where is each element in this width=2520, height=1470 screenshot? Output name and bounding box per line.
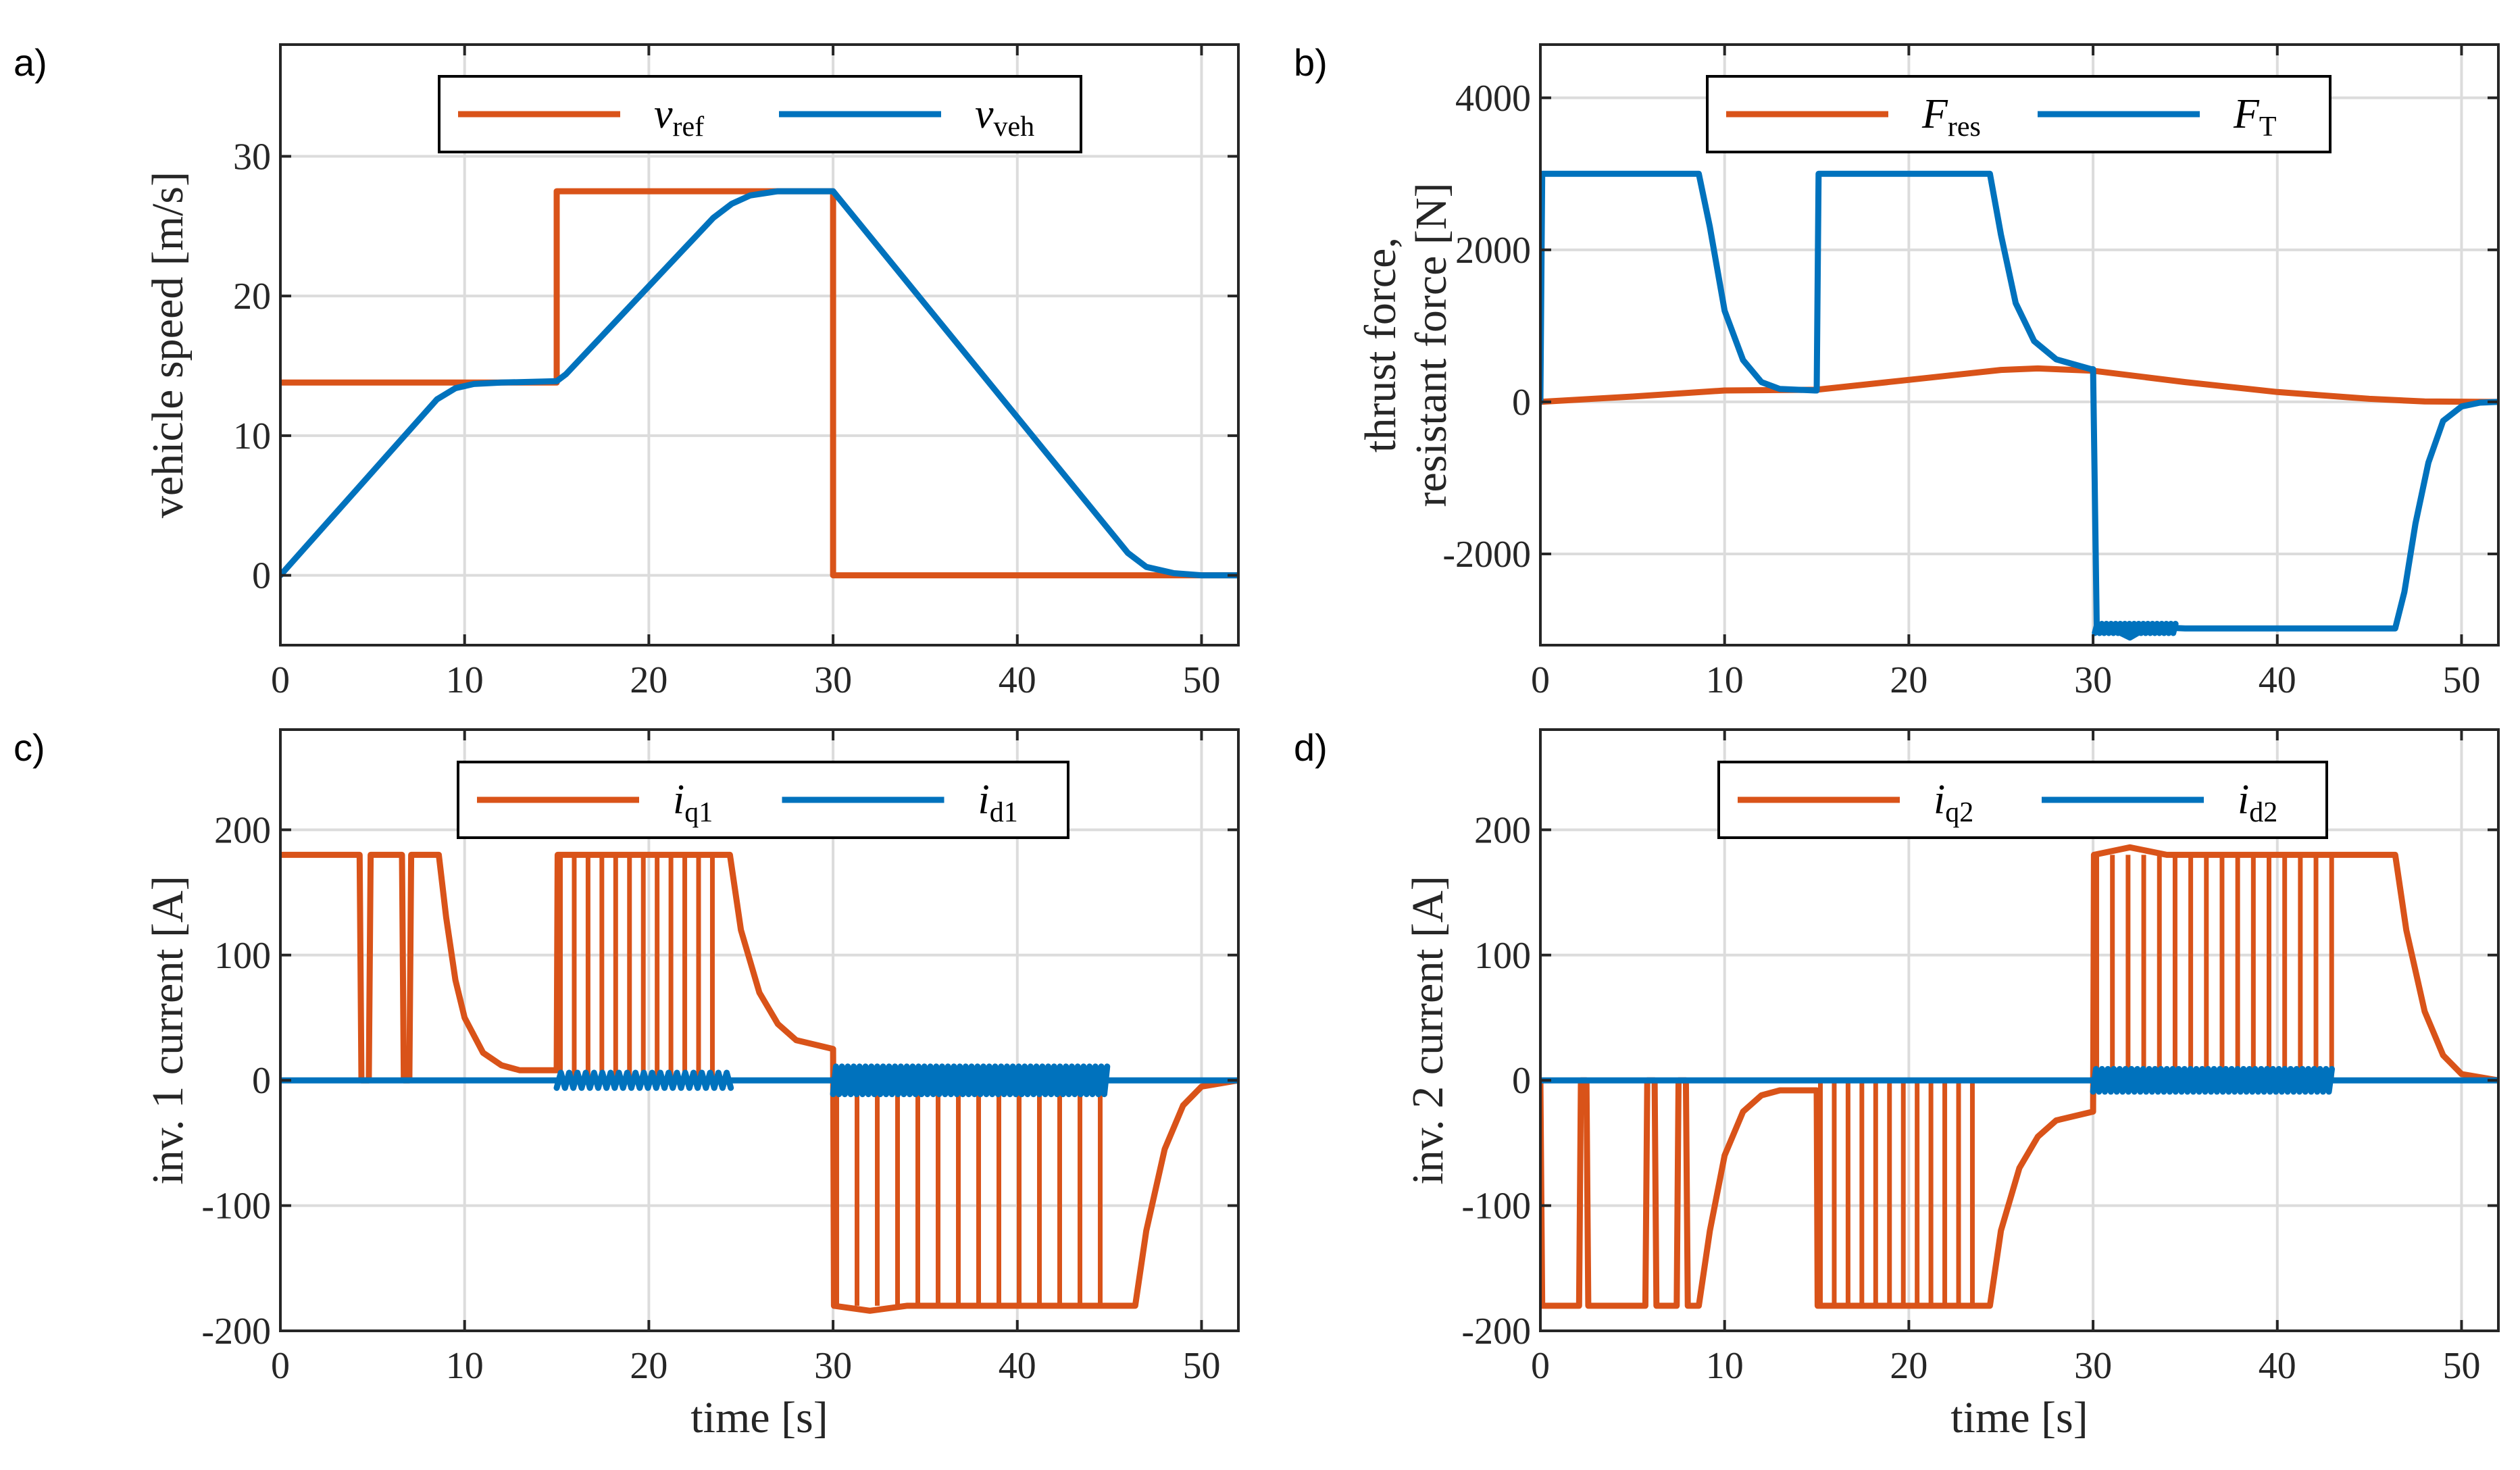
panel-a: a) 0 10 20 30 40 50 0 10 20 30 vehicle speed [m/s] v… [14, 41, 1240, 701]
y-axis-label: inv. 2 current [A] [1403, 876, 1453, 1185]
ripple-trace [830, 1063, 1111, 1098]
y-tick-label: -100 [201, 1186, 271, 1227]
y-tick-label: 4000 [1455, 78, 1531, 120]
series-line-i-q2 [1540, 844, 2498, 1309]
plot-area [280, 851, 1238, 1314]
x-tick-label: 0 [271, 1345, 290, 1387]
x-tick-label: 0 [271, 659, 290, 701]
panel-letter: b) [1294, 41, 1328, 84]
x-tick-label: 30 [814, 659, 852, 701]
panel-d: d) 0 10 20 30 40 50 -200 -100 0 100 200 inv. 2 curre… [1294, 726, 2500, 1442]
x-tick-label: 10 [1706, 659, 1744, 701]
y-tick-label: -2000 [1442, 534, 1531, 576]
legend: iq2 id2 [1717, 761, 2328, 839]
y-tick-label: 2000 [1455, 230, 1531, 272]
legend-entry-sub: q1 [684, 797, 713, 828]
y-tick-label: 100 [1474, 935, 1531, 977]
ripple-trace [2092, 621, 2179, 636]
series-line-F-T [1540, 170, 2498, 641]
panel-b: b) 0 10 20 30 40 50 -2000 0 2000 4000 thrust force,… [1294, 41, 2500, 701]
panel-letter: d) [1294, 726, 1328, 769]
x-axis-label: time [s] [690, 1393, 828, 1442]
y-axis-label: vehicle speed [m/s] [143, 172, 193, 518]
y-tick-label: 10 [233, 415, 271, 457]
x-tick-label: 30 [814, 1345, 852, 1387]
x-tick-label: 30 [2074, 659, 2112, 701]
x-tick-label: 10 [446, 1345, 484, 1387]
axes-frame [1539, 728, 2500, 1332]
x-tick-label: 40 [2259, 659, 2296, 701]
x-tick-label: 50 [2442, 1345, 2480, 1387]
x-tick-label: 20 [630, 659, 667, 701]
y-axis-label: thrust force, [1356, 237, 1405, 453]
x-tick-label: 40 [2259, 1345, 2296, 1387]
plot-area [280, 188, 1238, 579]
panel-c: c) 0 10 20 30 40 50 -200 -100 0 100 200 inv. 1 curre… [14, 726, 1240, 1442]
axes-frame [1539, 43, 2500, 647]
x-tick-label: 20 [1890, 659, 1927, 701]
legend-entry-sub: q2 [1945, 797, 1973, 828]
series-line-v-ref [280, 188, 1238, 579]
legend-entry-sub: d1 [990, 797, 1018, 828]
x-tick-label: 20 [630, 1345, 667, 1387]
y-tick-label: 100 [214, 935, 271, 977]
y-tick-label: 200 [1474, 809, 1531, 851]
x-axis-label: time [s] [1950, 1393, 2088, 1442]
plot-area [1540, 170, 2498, 641]
x-tick-label: 30 [2074, 1345, 2112, 1387]
legend: Fres FT [1706, 75, 2332, 153]
y-axis-label-line2: resistant force [N] [1407, 182, 1456, 507]
ripple-trace [2090, 1066, 2335, 1095]
y-tick-label: 30 [233, 136, 271, 178]
y-tick-label: -100 [1461, 1186, 1531, 1227]
x-tick-label: 50 [2442, 659, 2480, 701]
panel-letter: c) [14, 726, 45, 769]
plot-area [1540, 844, 2498, 1309]
legend: iq1 id1 [457, 761, 1069, 839]
legend-entry-res: Fres [1921, 91, 1981, 143]
series-line-v-veh [280, 188, 1238, 579]
y-tick-label: 20 [233, 276, 271, 318]
axes-frame [279, 43, 1240, 647]
panel-letter: a) [14, 41, 47, 84]
x-tick-label: 50 [1182, 659, 1220, 701]
legend-entry-sub: res [1948, 111, 1981, 143]
x-tick-label: 0 [1531, 1345, 1550, 1387]
legend-entry-sub: ref [673, 111, 705, 143]
y-tick-label: -200 [1461, 1311, 1531, 1352]
x-tick-label: 50 [1182, 1345, 1220, 1387]
legend-entry-sub: veh [994, 111, 1035, 143]
x-tick-label: 10 [1706, 1345, 1744, 1387]
legend-entry-sub: d2 [2249, 797, 2277, 828]
x-tick-label: 10 [446, 659, 484, 701]
x-tick-label: 40 [999, 659, 1036, 701]
y-tick-label: -200 [201, 1311, 271, 1352]
x-tick-label: 0 [1531, 659, 1550, 701]
y-tick-label: 0 [252, 555, 271, 597]
legend-entry-sub: T [2259, 111, 2277, 143]
y-tick-label: 0 [252, 1060, 271, 1102]
y-tick-label: 0 [1512, 1060, 1531, 1102]
ripple-trace [553, 1069, 734, 1091]
y-tick-label: 200 [214, 809, 271, 851]
y-axis-label: inv. 1 current [A] [143, 876, 193, 1185]
x-tick-label: 40 [999, 1345, 1036, 1387]
axes-frame [279, 728, 1240, 1332]
y-tick-label: 0 [1512, 382, 1531, 424]
series-line-F-res [1540, 365, 2498, 405]
x-tick-label: 20 [1890, 1345, 1927, 1387]
legend: vref vveh [438, 75, 1082, 153]
